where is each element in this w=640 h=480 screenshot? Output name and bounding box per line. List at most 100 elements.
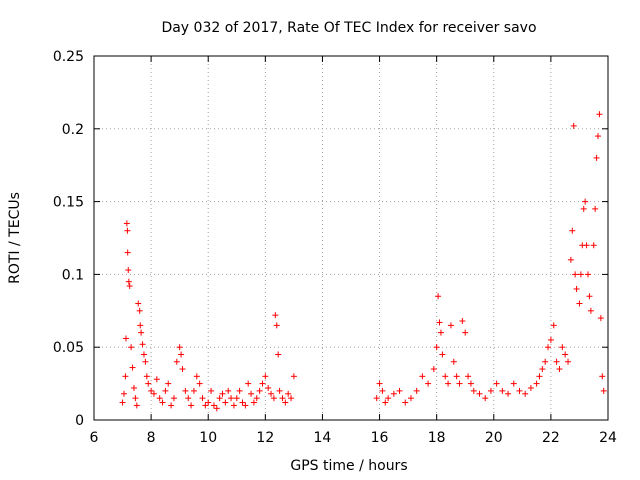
data-point bbox=[148, 387, 155, 394]
x-tick-label: 20 bbox=[485, 430, 503, 446]
data-point bbox=[272, 312, 279, 319]
data-point bbox=[265, 384, 272, 391]
data-point bbox=[402, 399, 409, 406]
grid bbox=[94, 56, 608, 420]
data-point bbox=[176, 344, 183, 351]
data-point bbox=[196, 380, 203, 387]
data-point bbox=[382, 399, 389, 406]
data-point bbox=[476, 390, 483, 397]
data-point bbox=[276, 387, 283, 394]
data-point bbox=[536, 373, 543, 380]
y-tick-label: 0 bbox=[75, 413, 84, 429]
data-point bbox=[580, 205, 587, 212]
data-point bbox=[170, 395, 177, 402]
data-point bbox=[516, 387, 523, 394]
data-point bbox=[547, 336, 554, 343]
x-tick-label: 18 bbox=[428, 430, 446, 446]
axis-ticks: 6 8 10 12 14 16 18 20 22 24 0 0.05 0.1 0.15 0.2 0.25 bbox=[53, 49, 617, 446]
data-point bbox=[385, 395, 392, 402]
data-point bbox=[279, 395, 286, 402]
data-point bbox=[250, 399, 257, 406]
data-point bbox=[462, 329, 469, 336]
data-point bbox=[430, 366, 437, 373]
data-point bbox=[132, 395, 139, 402]
data-point bbox=[236, 387, 243, 394]
data-point bbox=[542, 358, 549, 365]
data-point bbox=[583, 242, 590, 249]
data-point bbox=[487, 387, 494, 394]
data-point bbox=[373, 395, 380, 402]
data-point bbox=[425, 380, 432, 387]
data-point bbox=[150, 390, 157, 397]
data-point bbox=[122, 335, 129, 342]
data-point bbox=[137, 322, 144, 329]
x-tick-label: 8 bbox=[147, 430, 156, 446]
data-point bbox=[565, 358, 572, 365]
data-point bbox=[182, 387, 189, 394]
data-point bbox=[577, 271, 584, 278]
data-point bbox=[185, 395, 192, 402]
data-point bbox=[599, 373, 606, 380]
data-point bbox=[567, 256, 574, 263]
data-points bbox=[119, 111, 607, 412]
data-point bbox=[505, 390, 512, 397]
data-point bbox=[228, 395, 235, 402]
data-point bbox=[493, 380, 500, 387]
data-point bbox=[143, 373, 150, 380]
data-point bbox=[539, 366, 546, 373]
data-point bbox=[453, 373, 460, 380]
data-point bbox=[130, 384, 137, 391]
data-point bbox=[556, 366, 563, 373]
data-point bbox=[259, 380, 266, 387]
data-point bbox=[208, 387, 215, 394]
y-tick-label: 0.05 bbox=[53, 340, 84, 356]
data-point bbox=[597, 315, 604, 322]
data-point bbox=[139, 341, 146, 348]
data-point bbox=[456, 380, 463, 387]
data-point bbox=[439, 351, 446, 358]
data-point bbox=[510, 380, 517, 387]
data-point bbox=[179, 366, 186, 373]
data-point bbox=[190, 387, 197, 394]
data-point bbox=[165, 380, 172, 387]
data-point bbox=[153, 376, 160, 383]
data-point bbox=[123, 220, 130, 227]
data-point bbox=[593, 154, 600, 161]
data-point bbox=[242, 402, 249, 409]
data-point bbox=[282, 399, 289, 406]
x-tick-label: 16 bbox=[371, 430, 389, 446]
data-point bbox=[129, 364, 136, 371]
chart-title: Day 032 of 2017, Rate Of TEC Index for r… bbox=[161, 20, 536, 36]
data-point bbox=[445, 380, 452, 387]
data-point bbox=[168, 402, 175, 409]
data-point bbox=[470, 387, 477, 394]
data-point bbox=[522, 390, 529, 397]
data-point bbox=[590, 242, 597, 249]
data-point bbox=[124, 249, 131, 256]
data-point bbox=[222, 399, 229, 406]
x-tick-label: 10 bbox=[199, 430, 217, 446]
data-point bbox=[188, 402, 195, 409]
x-tick-label: 6 bbox=[90, 430, 99, 446]
data-point bbox=[125, 267, 132, 274]
data-point bbox=[120, 390, 127, 397]
data-point bbox=[576, 300, 583, 307]
data-point bbox=[592, 205, 599, 212]
data-point bbox=[124, 227, 131, 234]
data-point bbox=[450, 358, 457, 365]
data-point bbox=[419, 373, 426, 380]
data-point bbox=[213, 405, 220, 412]
data-point bbox=[570, 122, 577, 129]
data-point bbox=[559, 344, 566, 351]
data-point bbox=[202, 402, 209, 409]
data-point bbox=[210, 402, 217, 409]
data-point bbox=[122, 373, 129, 380]
plot-frame bbox=[93, 55, 609, 421]
data-point bbox=[396, 387, 403, 394]
data-point bbox=[550, 322, 557, 329]
data-point bbox=[225, 387, 232, 394]
data-point bbox=[562, 351, 569, 358]
data-point bbox=[587, 307, 594, 314]
data-point bbox=[595, 133, 602, 140]
